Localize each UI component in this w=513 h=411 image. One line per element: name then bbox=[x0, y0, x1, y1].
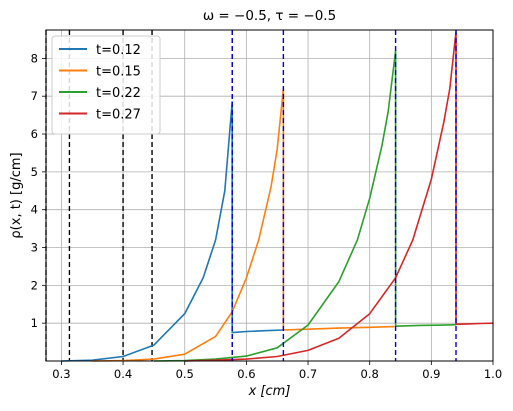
x-tick-label: 0.5 bbox=[176, 367, 194, 381]
series bbox=[61, 30, 494, 362]
x-tick-label: 0.9 bbox=[422, 367, 440, 381]
y-tick-label: 2 bbox=[31, 278, 38, 292]
legend: t=0.12 t=0.15 t=0.22 t=0.27 bbox=[51, 35, 161, 135]
series-line bbox=[153, 49, 457, 362]
legend-label: t=0.12 bbox=[96, 43, 141, 58]
series-line bbox=[184, 31, 494, 362]
x-tick-label: 0.7 bbox=[299, 367, 317, 381]
legend-box bbox=[51, 35, 161, 135]
legend-label: t=0.22 bbox=[96, 86, 141, 101]
axis-ticks: 0.3 0.4 0.5 0.6 0.7 0.8 0.9 1.0 1 2 3 4 5 6 7 8 bbox=[31, 51, 502, 381]
x-tick-label: 0.8 bbox=[361, 367, 379, 381]
plot-frame bbox=[45, 29, 494, 362]
y-tick-label: 3 bbox=[31, 241, 38, 255]
y-tick-label: 8 bbox=[31, 51, 38, 65]
legend-label: t=0.27 bbox=[96, 108, 141, 123]
y-tick-label: 7 bbox=[31, 89, 38, 103]
y-tick-label: 4 bbox=[31, 203, 38, 217]
x-tick-label: 0.4 bbox=[114, 367, 132, 381]
chart-title: ω = −0.5, τ = −0.5 bbox=[203, 8, 336, 24]
y-tick-label: 5 bbox=[31, 165, 38, 179]
x-tick-label: 1.0 bbox=[484, 367, 502, 381]
legend-label: t=0.15 bbox=[96, 65, 141, 80]
series-line bbox=[61, 101, 284, 362]
y-tick-label: 6 bbox=[31, 127, 38, 141]
y-tick-label: 1 bbox=[31, 316, 38, 330]
y-axis-label: ρ(x, t) [g/cm] bbox=[9, 152, 24, 238]
x-axis-label: x [cm] bbox=[248, 384, 291, 399]
x-tick-label: 0.6 bbox=[237, 367, 255, 381]
series-line bbox=[92, 87, 395, 362]
x-tick-label: 0.3 bbox=[52, 367, 70, 381]
